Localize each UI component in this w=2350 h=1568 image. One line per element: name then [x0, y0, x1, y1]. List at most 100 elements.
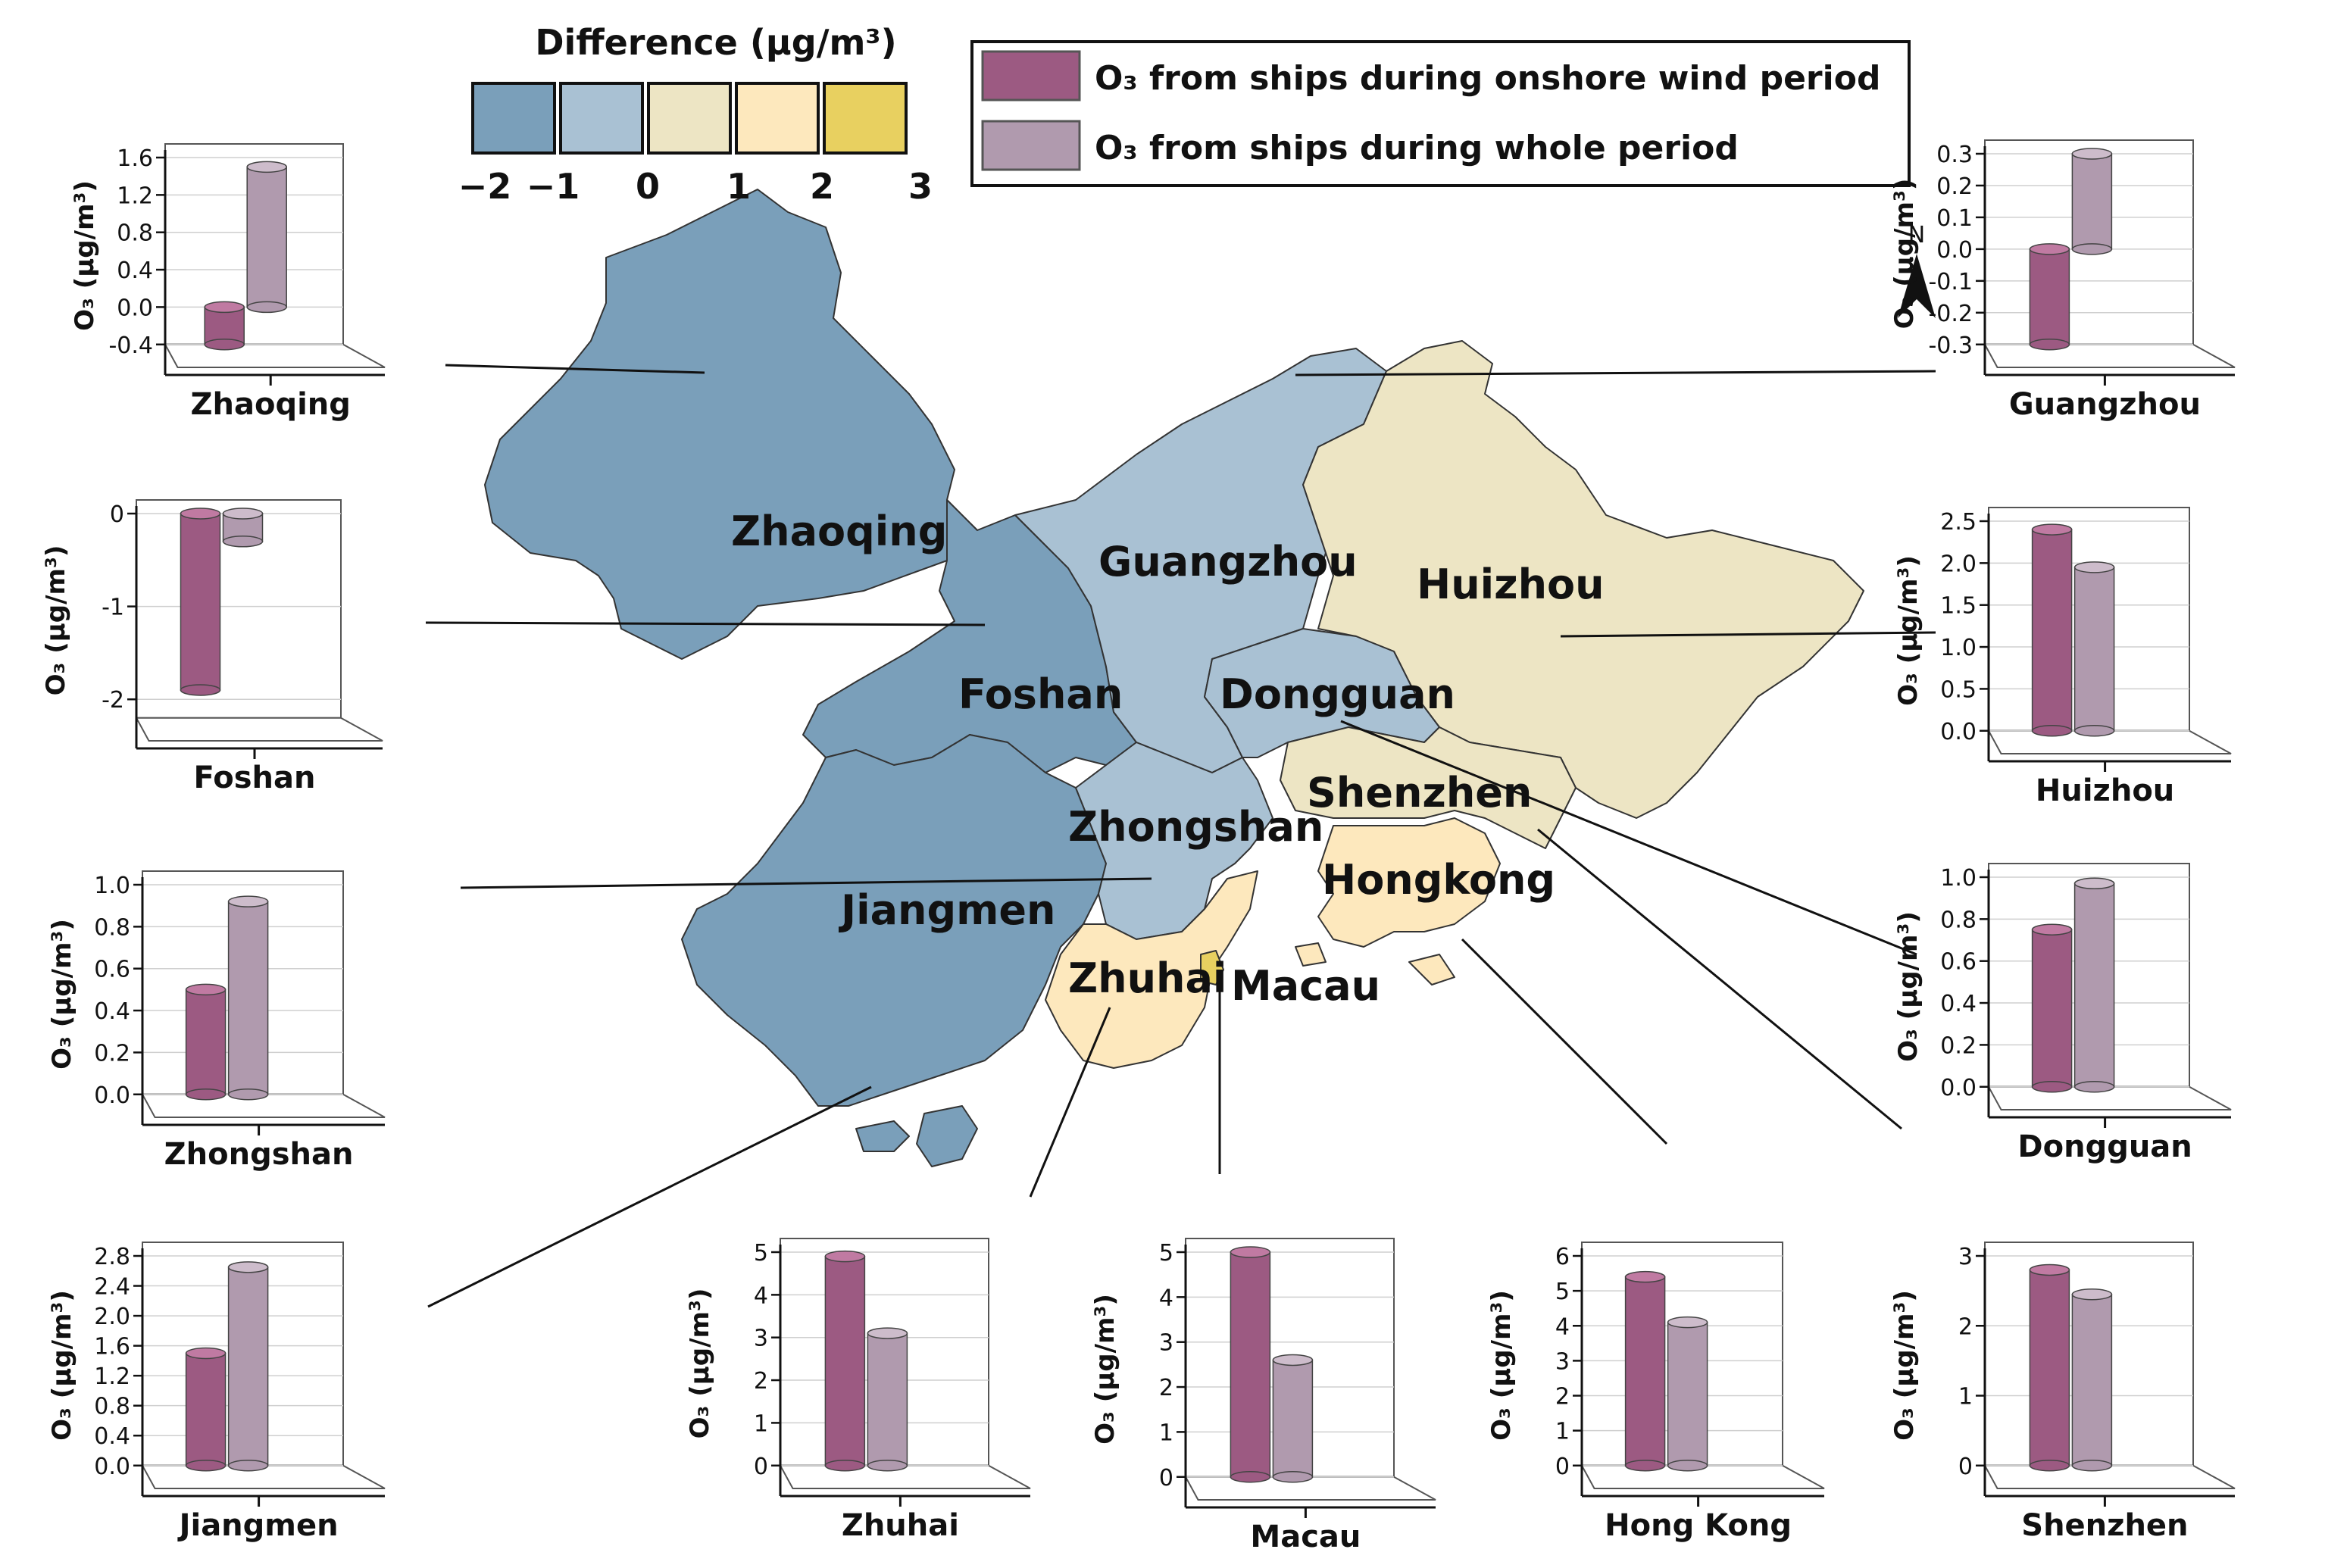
bar-top-cap: [2071, 148, 2113, 160]
map-label-guangzhou: Guangzhou: [1098, 538, 1358, 586]
tick-label: 1.2: [94, 1363, 130, 1390]
bar-whole: [2071, 153, 2113, 250]
scale-tick-label: −2: [458, 166, 512, 207]
bar-bottom-cap: [2029, 1460, 2070, 1472]
chart-foshan: -2 -1 0 O₃ (μg/m³) Foshan: [41, 499, 383, 795]
tick-label: 1: [1159, 1420, 1173, 1446]
bar-whole: [2071, 1293, 2113, 1466]
difference-legend-title: Difference (μg/m³): [535, 22, 896, 63]
y-axis-title: O₃ (μg/m³): [1893, 911, 1923, 1062]
bar-whole: [246, 166, 287, 308]
leader-dongguan: [1340, 720, 1917, 956]
chart-huizhou: 0.0 0.5 1.0 1.5 2.0 2.5 O₃ (μg/m³) Huizhou: [1893, 507, 2232, 808]
bar-bottom-cap: [2029, 339, 2070, 351]
map-label-macau: Macau: [1231, 962, 1380, 1010]
bar-onshore: [1624, 1276, 1666, 1466]
chart-shenzhen: 0 1 2 3 O₃ (μg/m³) Shenzhen: [1889, 1242, 2236, 1543]
bar-top-cap: [227, 1261, 269, 1273]
bar-onshore: [2031, 929, 2073, 1088]
bar-onshore: [180, 513, 221, 691]
chart-dongguan: 0.0 0.2 0.4 0.6 0.8 1.0 O₃ (μg/m³) Dongguan: [1893, 863, 2232, 1164]
bar-whole: [867, 1332, 908, 1466]
difference-legend: Difference (μg/m³) −2 −1 0 1 2 3: [458, 22, 933, 207]
tick-label: 0.0: [94, 1082, 130, 1109]
map-label-dongguan: Dongguan: [1220, 670, 1455, 718]
tick-label: 0.8: [94, 914, 130, 941]
bar-bottom-cap: [824, 1460, 866, 1472]
chart-hong-kong: 0 1 2 3 4 5 6 O₃ (μg/m³) Hong Kong: [1486, 1242, 1825, 1543]
bar-top-cap: [222, 508, 264, 520]
chart-city-label: Jiangmen: [177, 1508, 339, 1543]
bar-onshore: [185, 989, 227, 1095]
north-label: N: [1908, 222, 1925, 248]
bar-top-cap: [185, 1347, 227, 1360]
tick-label: 0.8: [117, 220, 153, 247]
tick-label: 0: [1159, 1465, 1173, 1491]
tick-label: -0.1: [1928, 269, 1973, 295]
leader-lines: [425, 364, 1936, 1308]
tick-label: 1.0: [1940, 635, 1977, 661]
bar-whole: [2073, 882, 2115, 1088]
chart-floor: [779, 1464, 1031, 1489]
tick-label: 1: [754, 1410, 768, 1437]
series-swatch-onshore: [981, 50, 1081, 102]
chart-macau: 0 1 2 3 4 5 O₃ (μg/m³) Macau: [1090, 1238, 1436, 1554]
tick-label: 0.6: [94, 957, 130, 983]
map-label-jiangmen: Jiangmen: [838, 886, 1055, 934]
y-axis-title: O₃ (μg/m³): [1889, 1290, 1920, 1441]
bar-whole: [1272, 1359, 1314, 1478]
bar-top-cap: [185, 983, 227, 996]
leader-jiangmen: [427, 1085, 872, 1308]
chart-floor: [1983, 1464, 2236, 1489]
y-axis-title: O₃ (μg/m³): [47, 919, 77, 1070]
bar-bottom-cap: [227, 1089, 269, 1101]
tick-label: 0.4: [117, 258, 153, 284]
bar-bottom-cap: [227, 1460, 269, 1472]
bar-onshore: [1230, 1251, 1271, 1478]
chart-city-label: Zhuhai: [842, 1508, 959, 1543]
tick-label: 0.0: [117, 295, 153, 321]
chart-zhaoqing: -0.4 0.0 0.4 0.8 1.2 1.6 O₃ (μg/m³) Zhaoqing: [70, 143, 386, 422]
tick-label: -0.2: [1928, 301, 1973, 327]
tick-label: 3: [1555, 1348, 1570, 1375]
bar-top-cap: [1667, 1316, 1708, 1329]
y-axis-title: O₃ (μg/m³): [70, 180, 100, 331]
north-arrow: N: [1898, 222, 1936, 318]
bar-bottom-cap: [2073, 725, 2115, 737]
bar-top-cap: [227, 895, 269, 907]
bar-bottom-cap: [2031, 725, 2073, 737]
chart-floor: [1184, 1476, 1436, 1501]
bar-bottom-cap: [2071, 1460, 2113, 1472]
bar-top-cap: [1230, 1246, 1271, 1258]
bar-top-cap: [1624, 1270, 1666, 1283]
bar-onshore: [204, 306, 245, 345]
tick-label: 1.6: [117, 145, 153, 172]
y-axis-title: O₃ (μg/m³): [47, 1290, 77, 1441]
map-label-foshan: Foshan: [958, 670, 1123, 718]
bar-onshore: [2029, 248, 2070, 345]
tick-label: 0.0: [94, 1454, 130, 1480]
tick-label: 0.5: [1940, 676, 1977, 703]
bar-whole: [227, 1267, 269, 1466]
y-axis-title: O₃ (μg/m³): [41, 545, 71, 696]
tick-label: 0: [1555, 1454, 1570, 1480]
tick-label: 2.8: [94, 1244, 130, 1270]
tick-label: 1.5: [1940, 593, 1977, 620]
tick-label: 0.2: [1936, 173, 1973, 200]
scale-tick-label: −1: [527, 166, 580, 207]
leader-shenzhen: [1537, 828, 1902, 1130]
bar-onshore: [2029, 1269, 2070, 1466]
map-label-shenzhen: Shenzhen: [1307, 769, 1532, 817]
tick-label: 3: [754, 1326, 768, 1352]
scale-box-1: [559, 82, 644, 155]
tick-label: 0.0: [1940, 719, 1977, 745]
map-label-zhongshan: Zhongshan: [1068, 803, 1323, 851]
tick-label: 0.8: [1940, 907, 1977, 933]
tick-label: 5: [1555, 1279, 1570, 1305]
tick-label: 0.3: [1936, 142, 1973, 168]
island-3: [1408, 954, 1455, 985]
map-label-zhaoqing: Zhaoqing: [731, 508, 947, 555]
bar-whole: [2073, 567, 2115, 732]
bar-top-cap: [180, 508, 221, 520]
bar-bottom-cap: [1272, 1471, 1314, 1483]
